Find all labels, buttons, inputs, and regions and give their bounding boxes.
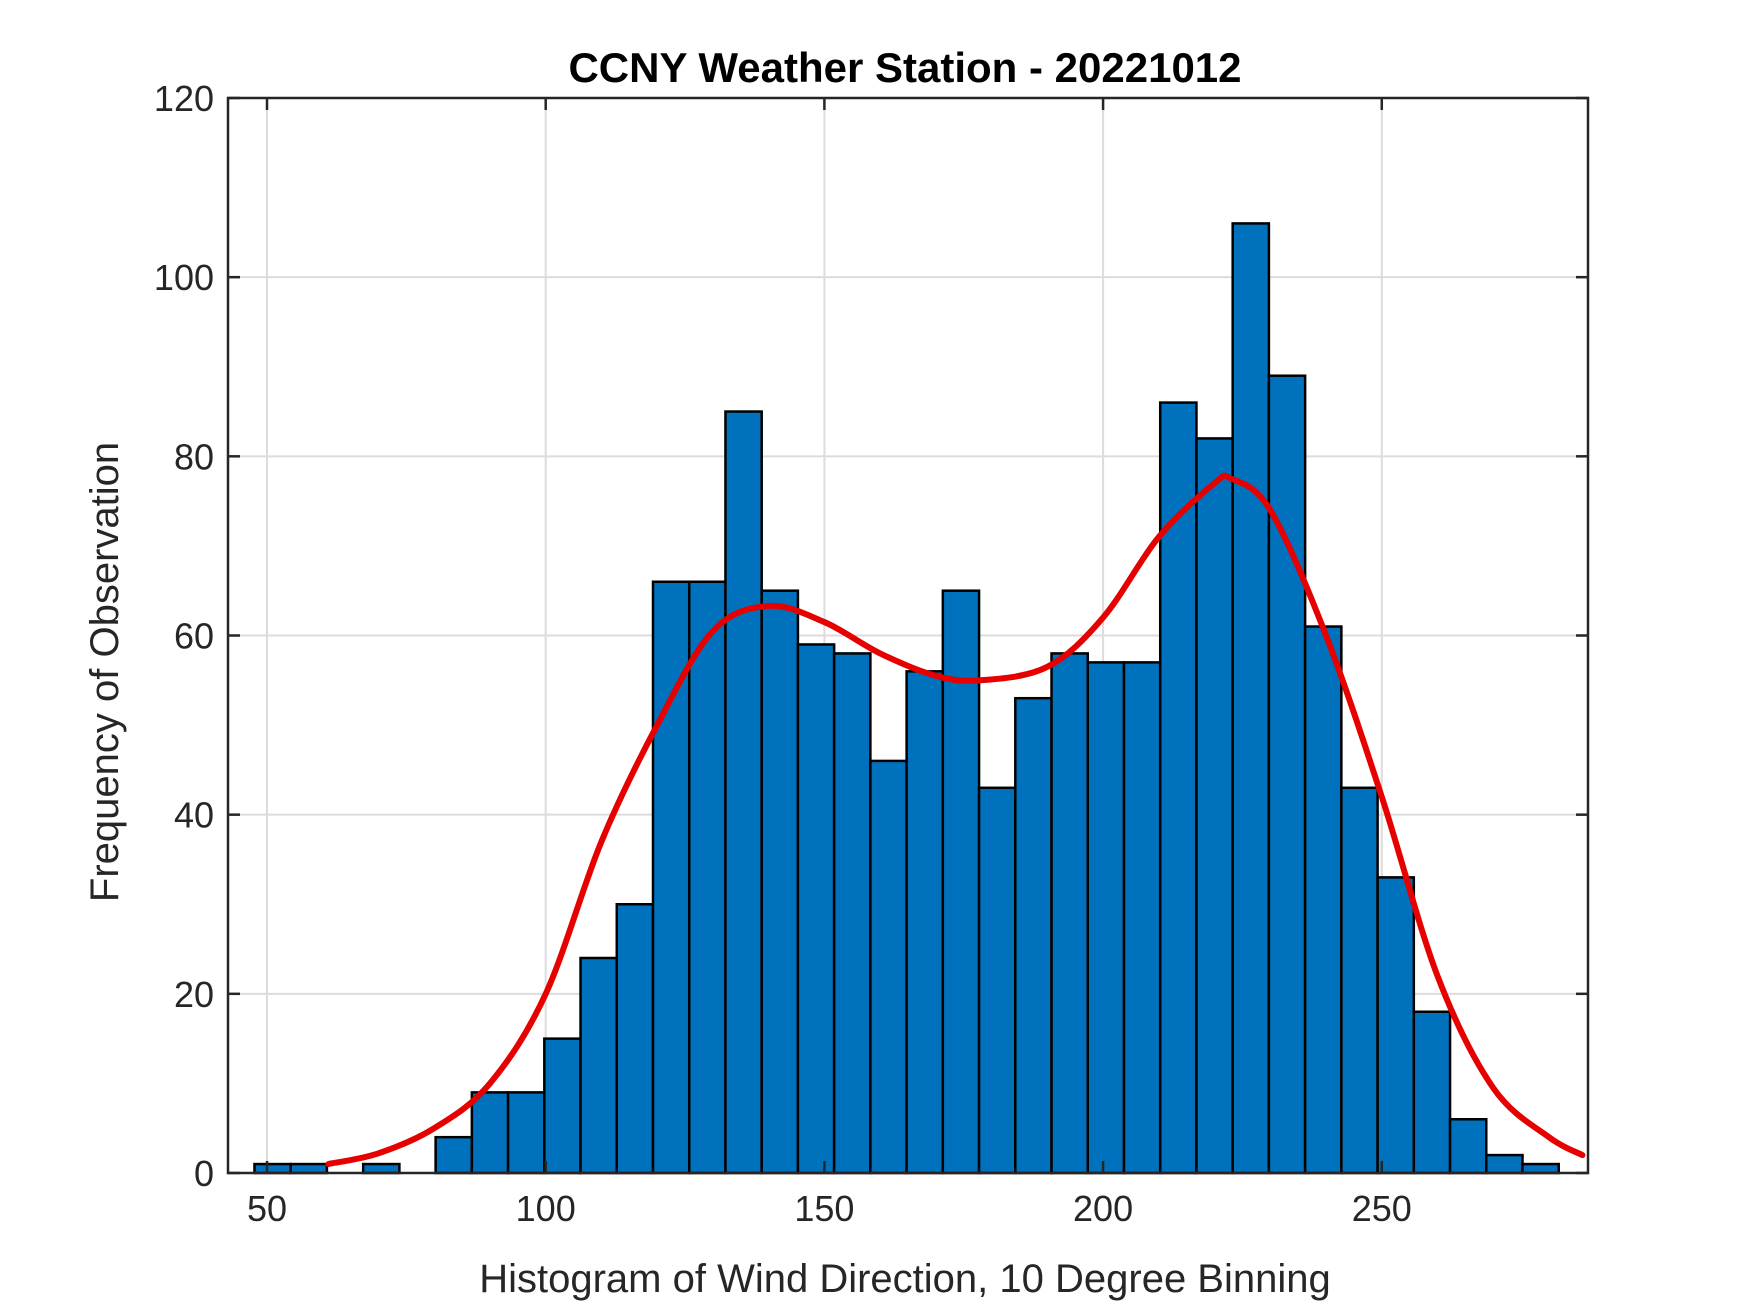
histogram-bar: [1448, 1118, 1488, 1175]
y-tick-label: 40: [174, 795, 214, 836]
histogram-bar: [1340, 786, 1379, 1175]
y-tick-label: 60: [174, 616, 214, 657]
histogram-bar: [253, 1162, 292, 1175]
histogram-bar: [724, 410, 763, 1175]
histogram-bar: [579, 956, 619, 1175]
histogram-bar: [1050, 652, 1090, 1175]
histogram-bar: [1086, 661, 1126, 1175]
chart-title: CCNY Weather Station - 20221012: [568, 44, 1241, 91]
fit-curve: [325, 472, 1586, 1168]
histogram-bar: [434, 1135, 474, 1175]
histogram-bar: [506, 1091, 546, 1175]
y-tick-label: 20: [174, 974, 214, 1015]
x-tick-label: 100: [516, 1188, 576, 1229]
histogram-bar: [615, 903, 655, 1175]
histogram-bar: [1014, 696, 1053, 1175]
histogram-bar: [1122, 661, 1162, 1175]
y-tick-label: 0: [194, 1153, 214, 1194]
histogram-bar: [543, 1037, 582, 1175]
histogram-bar: [1231, 222, 1271, 1175]
histogram-bar: [687, 580, 727, 1175]
y-tick-labels: 0 20 40 60 80 100 120: [154, 78, 214, 1194]
y-tick-label: 120: [154, 78, 214, 119]
histogram-bar: [832, 652, 872, 1175]
histogram-bar: [977, 786, 1017, 1175]
histogram-bar: [1485, 1153, 1524, 1175]
histogram-bar: [1412, 1010, 1452, 1175]
x-tick-label: 200: [1073, 1188, 1133, 1229]
y-tick-label: 80: [174, 436, 214, 477]
y-axis-label: Frequency of Observation: [83, 442, 127, 902]
x-tick-label: 150: [794, 1188, 854, 1229]
x-tick-label: 250: [1352, 1188, 1412, 1229]
histogram-bar: [1376, 876, 1416, 1175]
histogram-bar: [905, 670, 945, 1175]
histogram-bar: [796, 643, 836, 1175]
x-axis-label: Histogram of Wind Direction, 10 Degree B…: [479, 1257, 1331, 1301]
histogram-bar: [1521, 1162, 1560, 1175]
histogram-bar: [1267, 374, 1307, 1175]
grid-lines: [228, 97, 1588, 1174]
histogram-bar: [1303, 625, 1343, 1175]
histogram-bar: [289, 1162, 329, 1175]
histogram-bar: [1195, 437, 1234, 1175]
histogram-bar: [760, 589, 800, 1175]
histogram-bar: [361, 1162, 401, 1175]
x-tick-labels: 50 100 150 200 250: [247, 1188, 1412, 1229]
histogram-bar: [869, 759, 908, 1175]
axis-ticks: [228, 96, 1588, 1175]
histogram-bar: [470, 1091, 510, 1175]
x-tick-label: 50: [247, 1188, 287, 1229]
y-tick-label: 100: [154, 257, 214, 298]
